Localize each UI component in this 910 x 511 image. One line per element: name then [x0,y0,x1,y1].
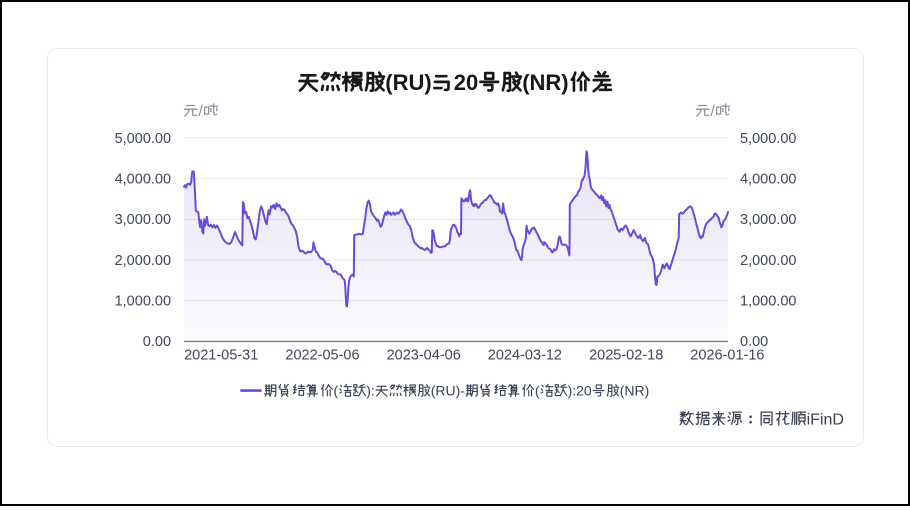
svg-text:2023-04-06: 2023-04-06 [387,348,461,364]
svg-text:3,000.00: 3,000.00 [740,212,796,228]
svg-text:):: ): [366,383,375,399]
svg-text:(NR): (NR) [620,383,650,399]
svg-text:20: 20 [454,70,478,95]
svg-text:1,000.00: 1,000.00 [115,294,171,310]
svg-text:2,000.00: 2,000.00 [115,253,171,269]
svg-text:2,000.00: 2,000.00 [740,253,796,269]
svg-text:2024-03-12: 2024-03-12 [488,348,562,364]
svg-text:2025-02-18: 2025-02-18 [589,348,663,364]
svg-text:1,000.00: 1,000.00 [740,294,796,310]
svg-text:(RU): (RU) [385,70,431,95]
svg-text:/: / [711,103,716,120]
svg-text:(: ( [535,383,540,399]
svg-text:2026-01-16: 2026-01-16 [690,348,764,364]
svg-text:):20: ):20 [568,383,592,399]
svg-text:(NR): (NR) [522,70,568,95]
svg-text:iFinD: iFinD [807,411,844,428]
svg-text:(RU)-: (RU)- [431,383,466,399]
svg-text:5,000.00: 5,000.00 [740,131,796,147]
svg-text:2021-05-31: 2021-05-31 [184,348,258,364]
svg-text:0.00: 0.00 [143,334,171,350]
svg-text:3,000.00: 3,000.00 [115,212,171,228]
svg-text:(: ( [334,383,339,399]
svg-text:5,000.00: 5,000.00 [115,131,171,147]
svg-text:/: / [199,103,204,120]
svg-text:4,000.00: 4,000.00 [740,172,796,188]
svg-text:4,000.00: 4,000.00 [115,172,171,188]
svg-text:0.00: 0.00 [740,334,768,350]
svg-text:2022-05-06: 2022-05-06 [285,348,359,364]
